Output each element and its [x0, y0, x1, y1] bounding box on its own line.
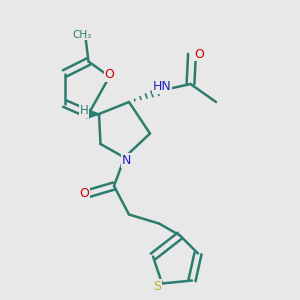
Text: O: O — [195, 47, 204, 61]
Text: CH₃: CH₃ — [73, 29, 92, 40]
Text: S: S — [154, 280, 161, 293]
Text: HN: HN — [153, 80, 171, 94]
Text: H: H — [80, 104, 88, 118]
Text: O: O — [105, 68, 114, 82]
Text: N: N — [121, 154, 131, 167]
Polygon shape — [88, 110, 99, 118]
Text: O: O — [79, 187, 89, 200]
